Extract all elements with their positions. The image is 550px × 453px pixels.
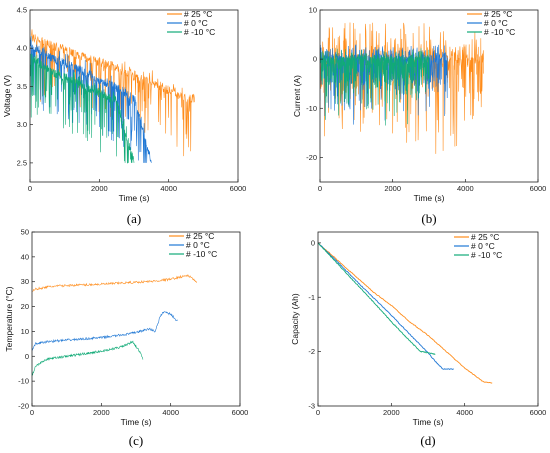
legend-entry: # 25 °C — [484, 9, 512, 19]
x-tick-label: 6000 — [230, 184, 247, 193]
x-tick-label: 0 — [316, 408, 320, 417]
x-tick-label: 4000 — [162, 408, 179, 417]
x-tick-label: 2000 — [93, 408, 110, 417]
plot-frame — [31, 231, 241, 407]
series-line-c-1 — [32, 311, 178, 351]
series-line-d-1 — [318, 242, 454, 370]
y-tick-label: 50 — [21, 228, 29, 237]
legend-entry: # 0 °C — [471, 241, 495, 251]
x-tick-label: 4000 — [160, 184, 177, 193]
x-tick-label: 6000 — [530, 408, 547, 417]
y-axis-label: Voltage (V) — [2, 75, 12, 117]
series-line-a-1 — [30, 36, 152, 163]
y-tick-label: 10 — [21, 327, 29, 336]
x-tick-label: 2000 — [91, 184, 108, 193]
panel-caption: (d) — [420, 433, 435, 448]
x-tick-label: 6000 — [530, 184, 547, 193]
y-tick-label: 4.5 — [17, 6, 27, 15]
series-line-d-2 — [318, 242, 436, 355]
x-tick-label: 6000 — [232, 408, 249, 417]
legend-entry: # 0 °C — [184, 18, 208, 28]
x-tick-label: 2000 — [384, 184, 401, 193]
y-tick-label: -10 — [306, 104, 317, 113]
chart-panel-b: 0 2000 4000 6000 -20 -10 0 10 Time (s) Current (A… — [292, 6, 546, 227]
y-axis-label: Current (A) — [292, 75, 302, 117]
y-tick-label: 0 — [311, 238, 315, 247]
y-tick-label: 20 — [21, 302, 29, 311]
legend-entry: # -10 °C — [184, 27, 215, 37]
legend-entry: # 0 °C — [186, 240, 210, 250]
y-tick-label: 3.5 — [17, 82, 27, 91]
chart-panel-c: 0 2000 4000 6000 -20 -10 0 10 20 30 40 50 Time (s) Te… — [4, 228, 248, 449]
y-tick-label: 0 — [25, 352, 29, 361]
y-tick-label: -2 — [308, 347, 315, 356]
series-line-c-0 — [32, 274, 197, 292]
x-axis-label: Time (s) — [413, 417, 444, 427]
x-tick-label: 4000 — [457, 184, 474, 193]
y-tick-label: 0 — [313, 55, 317, 64]
plot-frame — [29, 9, 239, 183]
y-tick-label: 2.5 — [17, 158, 27, 167]
y-axis-label: Capacity (Ah) — [290, 293, 300, 345]
legend-entry: # 0 °C — [484, 18, 508, 28]
x-tick-label: 4000 — [456, 408, 473, 417]
x-tick-label: 0 — [28, 184, 32, 193]
plot-frame — [319, 9, 539, 183]
series-line-a-2 — [30, 53, 135, 164]
x-axis-label: Time (s) — [119, 193, 150, 203]
x-tick-label: 0 — [30, 408, 34, 417]
legend-entry: # 25 °C — [471, 232, 499, 242]
y-tick-label: -10 — [18, 377, 29, 386]
x-tick-label: 2000 — [383, 408, 400, 417]
y-tick-label: 40 — [21, 252, 29, 261]
panel-caption: (c) — [129, 433, 143, 448]
y-tick-label: -20 — [306, 153, 317, 162]
legend-entry: # -10 °C — [484, 27, 515, 37]
y-tick-label: 3.0 — [17, 120, 27, 129]
chart-panel-a: 0 2000 4000 6000 2.5 3.0 3.5 4.0 4.5 Time (s) Volt… — [2, 6, 246, 227]
y-axis-label: Temperature (°C) — [4, 286, 14, 351]
legend-entry: # -10 °C — [186, 249, 217, 259]
y-tick-label: 4.0 — [17, 44, 27, 53]
legend-entry: # 25 °C — [184, 9, 212, 19]
panel-caption: (a) — [127, 211, 141, 226]
x-axis-label: Time (s) — [414, 193, 445, 203]
series-line-b-2 — [320, 48, 430, 126]
y-tick-label: -20 — [18, 402, 29, 411]
chart-panel-d: 0 2000 4000 6000 -3 -2 -1 0 Time (s) Capacity (Ah… — [290, 231, 547, 448]
legend-entry: # -10 °C — [471, 250, 502, 260]
legend-entry: # 25 °C — [186, 231, 214, 241]
plot-frame — [317, 231, 539, 407]
y-tick-label: -1 — [308, 293, 315, 302]
x-tick-label: 0 — [318, 184, 322, 193]
x-axis-label: Time (s) — [121, 417, 152, 427]
y-tick-label: -3 — [308, 402, 315, 411]
series-line-c-2 — [32, 340, 144, 376]
panel-caption: (b) — [421, 211, 436, 226]
series-line-d-0 — [318, 242, 493, 384]
y-tick-label: 30 — [21, 277, 29, 286]
y-tick-label: 10 — [309, 6, 317, 15]
